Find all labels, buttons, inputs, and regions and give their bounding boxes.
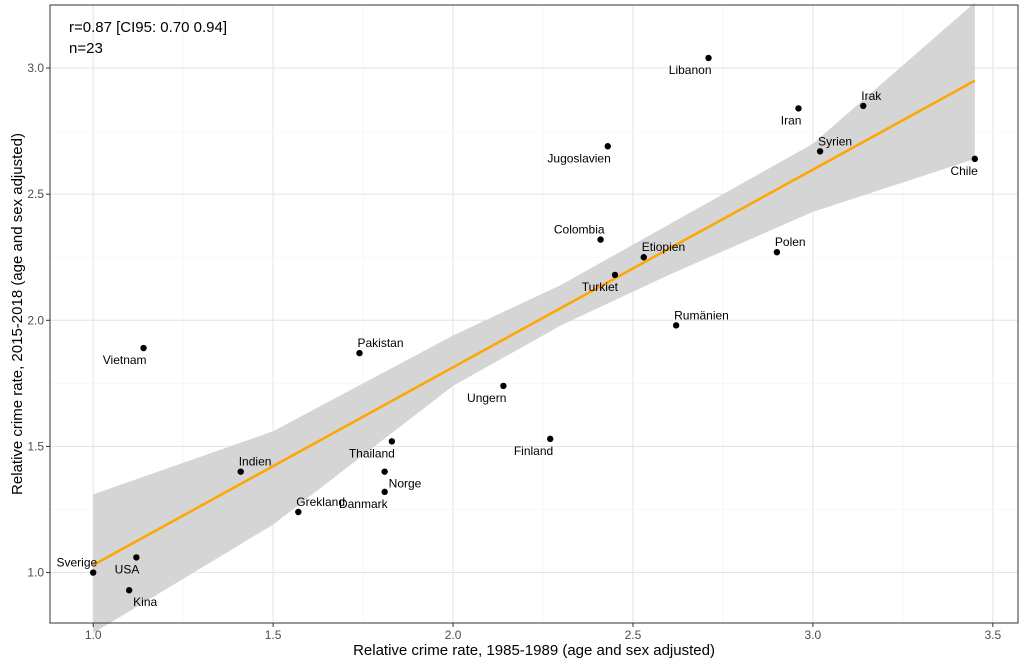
point-label: Pakistan bbox=[357, 336, 403, 350]
data-point bbox=[381, 468, 388, 475]
data-point bbox=[125, 587, 133, 594]
x-tick-label: 1.0 bbox=[85, 628, 102, 642]
y-tick-label: 2.5 bbox=[27, 187, 44, 201]
data-point bbox=[604, 143, 611, 150]
x-tick-label: 3.0 bbox=[805, 628, 822, 642]
data-point bbox=[89, 569, 97, 576]
data-point bbox=[356, 349, 363, 357]
y-tick-label: 3.0 bbox=[27, 61, 44, 75]
point-label: Finland bbox=[514, 444, 553, 458]
point-label: Vietnam bbox=[103, 353, 147, 367]
data-point bbox=[773, 249, 781, 256]
data-point bbox=[597, 236, 604, 243]
point-label: Irak bbox=[861, 89, 882, 103]
point-label: Grekland bbox=[296, 495, 345, 509]
x-tick-label: 3.5 bbox=[984, 628, 1001, 642]
regression-line bbox=[92, 79, 976, 567]
point-label: Colombia bbox=[554, 223, 605, 237]
data-point bbox=[640, 254, 647, 261]
data-point bbox=[133, 554, 140, 561]
point-label: Syrien bbox=[818, 134, 852, 148]
y-tick-label: 1.0 bbox=[27, 566, 44, 580]
data-point bbox=[237, 468, 244, 475]
sample-size-annotation: n=23 bbox=[69, 40, 103, 57]
point-label: Indien bbox=[239, 455, 272, 469]
point-label: Polen bbox=[775, 235, 806, 249]
confidence-band bbox=[93, 2, 975, 634]
x-tick-label: 1.5 bbox=[265, 628, 282, 642]
point-label: Jugoslavien bbox=[547, 151, 610, 165]
y-axis-ticks: 1.0 1.5 2.0 2.5 3.0 bbox=[27, 61, 50, 580]
y-axis-title: Relative crime rate, 2015-2018 (age and … bbox=[9, 133, 26, 495]
x-axis-title: Relative crime rate, 1985-1989 (age and … bbox=[353, 642, 715, 659]
point-label: Ungern bbox=[467, 391, 506, 405]
data-point bbox=[388, 438, 396, 445]
point-label: Sverige bbox=[56, 556, 97, 570]
data-points: Sverige USA Kina Vietnam Indien Grekland Pakis… bbox=[56, 54, 979, 609]
point-label: Rumänien bbox=[674, 308, 729, 322]
data-point bbox=[381, 488, 388, 496]
data-point bbox=[971, 155, 979, 163]
data-point bbox=[705, 54, 712, 62]
point-label: Kina bbox=[133, 595, 157, 609]
data-point bbox=[295, 508, 302, 516]
y-tick-label: 2.0 bbox=[27, 313, 44, 327]
data-point bbox=[816, 148, 824, 155]
data-point bbox=[795, 105, 802, 112]
data-point bbox=[500, 382, 507, 390]
data-point bbox=[672, 322, 680, 329]
y-tick-label: 1.5 bbox=[27, 439, 44, 453]
point-label: Iran bbox=[781, 113, 802, 127]
point-label: Danmark bbox=[339, 497, 389, 511]
data-point bbox=[140, 344, 147, 352]
x-axis-ticks: 1.0 1.5 2.0 2.5 3.0 3.5 bbox=[85, 623, 1001, 642]
correlation-annotation: r=0.87 [CI95: 0.70 0.94] bbox=[69, 19, 227, 36]
point-label: Libanon bbox=[669, 63, 712, 77]
data-point bbox=[546, 435, 554, 443]
point-label: Chile bbox=[950, 164, 978, 178]
point-label: Norge bbox=[389, 477, 422, 491]
x-tick-label: 2.5 bbox=[625, 628, 642, 642]
plot-border bbox=[49, 4, 1019, 624]
point-label: Thailand bbox=[349, 446, 395, 460]
x-tick-label: 2.0 bbox=[445, 628, 462, 642]
point-label: USA bbox=[115, 562, 140, 576]
point-label: Etiopien bbox=[642, 240, 685, 254]
data-point bbox=[611, 271, 619, 279]
data-point bbox=[860, 102, 867, 110]
point-label: Turkiet bbox=[582, 280, 619, 294]
